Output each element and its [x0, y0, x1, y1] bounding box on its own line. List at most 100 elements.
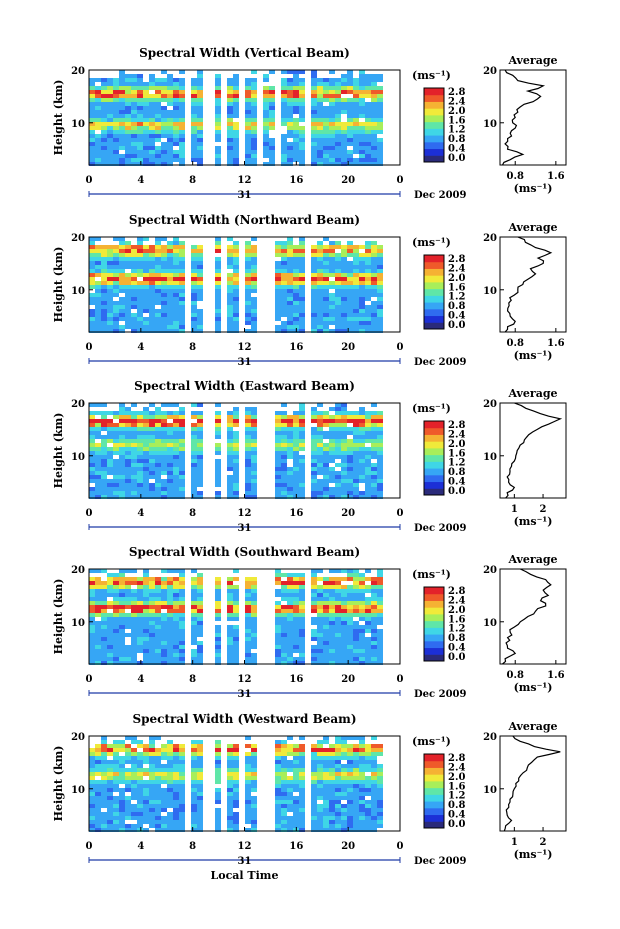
heatmap-cell: [347, 150, 353, 154]
heatmap-cell: [131, 142, 137, 146]
heatmap-cell: [275, 317, 281, 321]
heatmap-cell: [125, 597, 131, 601]
heatmap-cell: [191, 106, 197, 110]
colorbar-swatch: [424, 427, 444, 435]
heatmap-cell: [107, 645, 113, 649]
heatmap-cell: [245, 483, 251, 487]
heatmap-cell: [131, 150, 137, 154]
heatmap-cell: [317, 309, 323, 313]
heatmap-cell: [173, 585, 179, 589]
heatmap-cell: [143, 573, 149, 577]
heatmap-cell: [299, 106, 305, 110]
heatmap-cell: [137, 589, 143, 593]
heatmap-cell: [323, 621, 329, 625]
heatmap-cell: [281, 403, 287, 407]
heatmap-cell: [263, 106, 269, 110]
heatmap-cell: [245, 110, 251, 114]
colorbar-tick-label: 0.8: [448, 467, 465, 478]
heatmap-cell: [137, 796, 143, 800]
heatmap-cell: [281, 313, 287, 317]
heatmap-cell: [323, 613, 329, 617]
heatmap-cell: [335, 617, 341, 621]
heatmap-cell: [341, 641, 347, 645]
heatmap-cell: [287, 285, 293, 289]
heatmap-cell: [251, 491, 257, 495]
heatmap-cell: [233, 329, 239, 333]
heatmap-cell: [227, 245, 233, 249]
heatmap-cell: [149, 86, 155, 90]
heatmap-cell: [95, 158, 101, 162]
heatmap-cell: [197, 78, 203, 82]
heatmap-cell: [161, 617, 167, 621]
heatmap-cell: [311, 752, 317, 756]
heatmap-cell: [155, 237, 161, 241]
heatmap-cell: [359, 423, 365, 427]
heatmap-cell: [311, 273, 317, 277]
heatmap-cell: [353, 812, 359, 816]
heatmap-cell: [311, 78, 317, 82]
heatmap-cell: [341, 74, 347, 78]
heatmap-cell: [275, 609, 281, 613]
heatmap-cell: [173, 411, 179, 415]
heatmap-cell: [275, 491, 281, 495]
heatmap-cell: [317, 784, 323, 788]
heatmap-cell: [179, 411, 185, 415]
heatmap-cell: [371, 146, 377, 150]
heatmap-cell: [275, 245, 281, 249]
heatmap-cell: [365, 455, 371, 459]
heatmap-cell: [155, 641, 161, 645]
heatmap-cell: [311, 487, 317, 491]
heatmap-cell: [341, 633, 347, 637]
heatmap-cell: [377, 455, 383, 459]
heatmap-cell: [299, 467, 305, 471]
heatmap-cell: [179, 788, 185, 792]
heatmap-cell: [251, 325, 257, 329]
heatmap-cell: [377, 431, 383, 435]
heatmap-cell: [335, 621, 341, 625]
heatmap-cell: [149, 780, 155, 784]
heatmap-cell: [191, 297, 197, 301]
heatmap-cell: [317, 824, 323, 828]
heatmap-cell: [197, 297, 203, 301]
heatmap-cell: [299, 828, 305, 832]
heatmap-cell: [197, 325, 203, 329]
heatmap-cell: [167, 772, 173, 776]
heatmap-cell: [287, 118, 293, 122]
heatmap-cell: [161, 415, 167, 419]
heatmap-cell: [281, 740, 287, 744]
heatmap-cell: [299, 804, 305, 808]
heatmap-cell: [287, 301, 293, 305]
heatmap-cell: [311, 633, 317, 637]
heatmap-cell: [281, 415, 287, 419]
heatmap-cell: [137, 467, 143, 471]
heatmap-cell: [173, 617, 179, 621]
heatmap-cell: [299, 633, 305, 637]
heatmap-cell: [281, 605, 287, 609]
heatmap-cell: [137, 146, 143, 150]
heatmap-cell: [323, 601, 329, 605]
heatmap-cell: [227, 285, 233, 289]
heatmap-cell: [89, 321, 95, 325]
heatmap-cell: [251, 313, 257, 317]
heatmap-cell: [173, 645, 179, 649]
heatmap-cell: [377, 589, 383, 593]
heatmap-cell: [131, 293, 137, 297]
heatmap-cell: [155, 162, 161, 166]
average-y-tick-label: 10: [483, 286, 497, 297]
heatmap-cell: [227, 321, 233, 325]
heatmap-cell: [371, 788, 377, 792]
heatmap-cell: [167, 325, 173, 329]
heatmap-cell: [323, 581, 329, 585]
heatmap-cell: [167, 605, 173, 609]
heatmap-cell: [335, 649, 341, 653]
heatmap-cell: [125, 617, 131, 621]
heatmap-cell: [251, 90, 257, 94]
heatmap-cell: [275, 796, 281, 800]
heatmap-cell: [377, 577, 383, 581]
heatmap-cell: [107, 581, 113, 585]
heatmap-cell: [371, 90, 377, 94]
heatmap-cell: [167, 641, 173, 645]
heatmap-cell: [281, 772, 287, 776]
heatmap-cell: [329, 317, 335, 321]
colorbar-swatch: [424, 441, 444, 449]
